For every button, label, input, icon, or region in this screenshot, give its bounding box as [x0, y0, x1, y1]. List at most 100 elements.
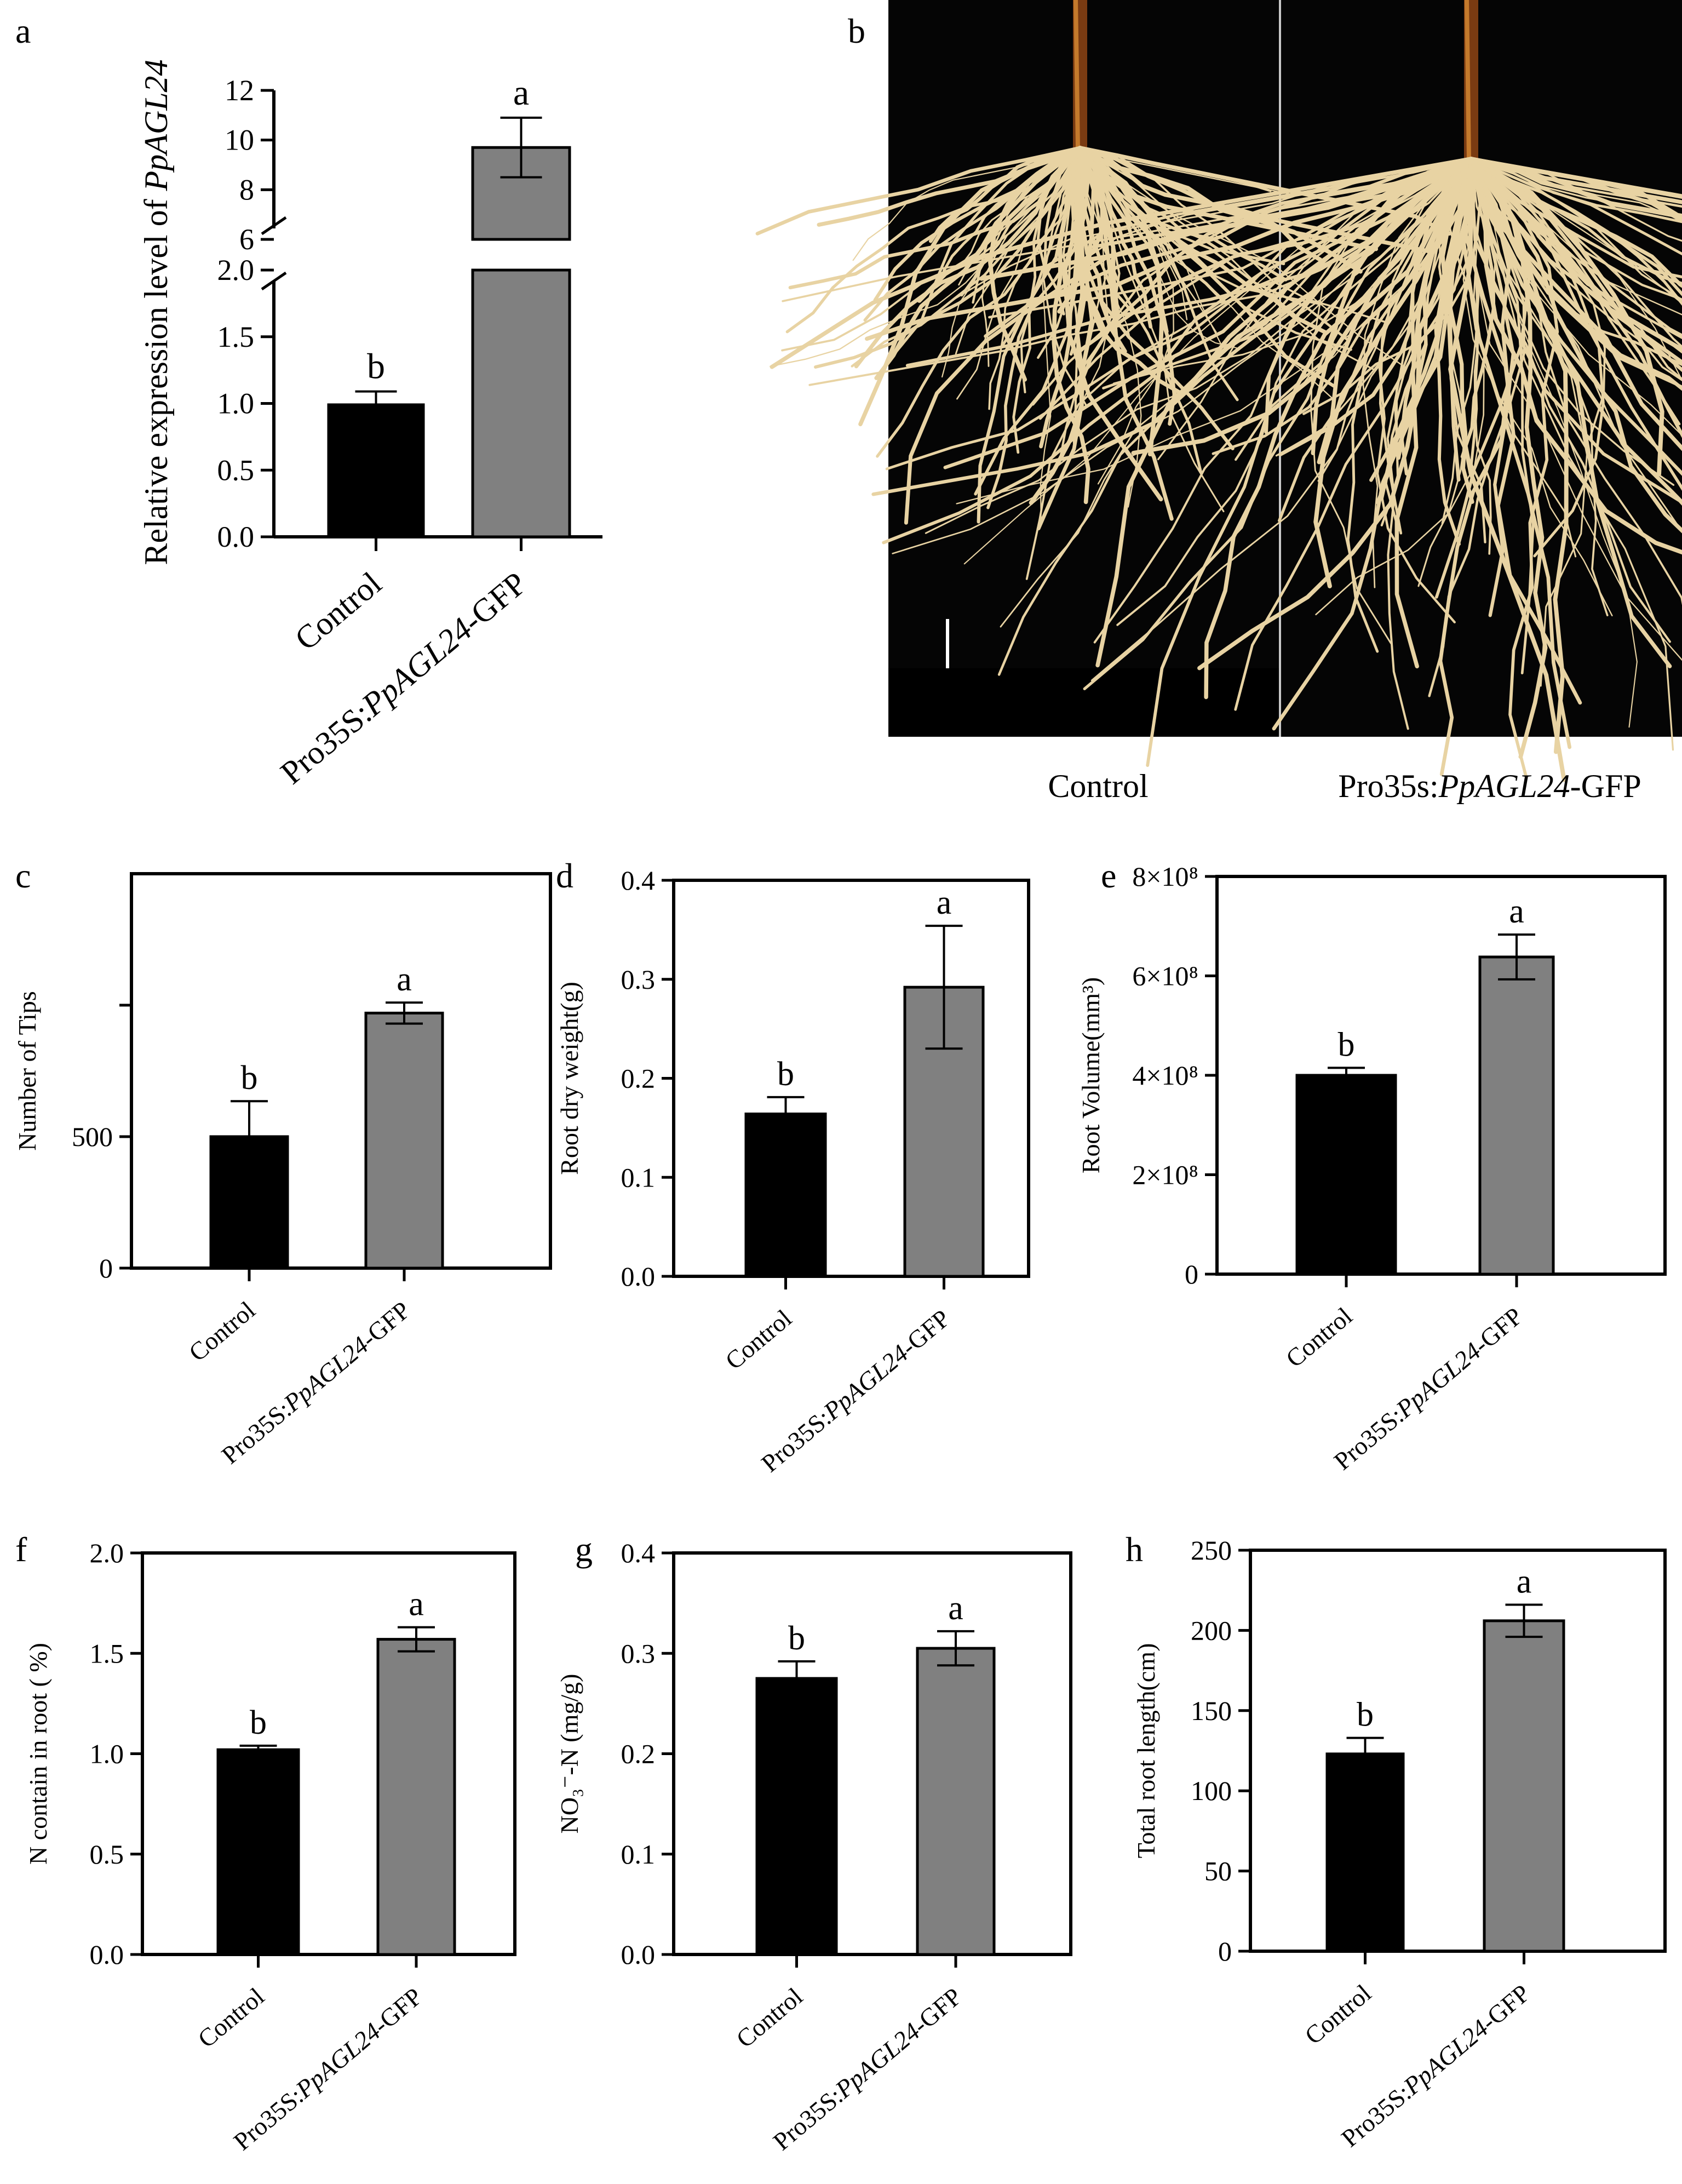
root-strand — [925, 158, 1472, 534]
axis-break-mark — [261, 271, 287, 291]
root-strand — [1076, 157, 1473, 354]
significance-letter: a — [513, 73, 529, 113]
y-tick-label: 0 — [1185, 1259, 1198, 1289]
root-strand — [1059, 147, 1121, 461]
y-tick-label: 0.3 — [621, 964, 656, 995]
y-tick-label: 6×10⁸ — [1132, 961, 1198, 991]
x-tick-label-1: Control — [183, 1296, 260, 1367]
root-strand — [1113, 158, 1472, 385]
y-axis-label: Total root length(cm) — [1132, 1643, 1160, 1859]
root-strand — [1469, 157, 1682, 279]
root-strand — [1469, 157, 1515, 617]
root-strand — [1069, 146, 1094, 356]
panel-f: f 0.0 0.5 1.0 1.5 2.0 N contain in root ( %) b C… — [15, 1530, 516, 2156]
root-strand — [1375, 158, 1477, 505]
panel-letter-g: g — [575, 1530, 593, 1569]
root-strand — [1078, 146, 1285, 266]
root-strand — [1078, 146, 1176, 426]
root-strand — [1470, 158, 1682, 305]
root-strand — [1311, 157, 1473, 455]
significance-letter: b — [1338, 1026, 1355, 1063]
root-strand — [882, 157, 1473, 544]
root-strand — [1131, 157, 1473, 455]
x-tick-label-2: Pro35S:PpAGL24-GFP — [1329, 1302, 1528, 1476]
significance-letter: a — [948, 1590, 963, 1627]
x-tick-label-1: Control — [288, 565, 388, 657]
y-tick-label: 1.5 — [217, 320, 255, 353]
plot-frame — [141, 1551, 516, 1956]
significance-letter: b — [788, 1620, 805, 1657]
bar-1 — [327, 403, 425, 538]
panel-letter-b: b — [848, 12, 865, 50]
photo-floor — [888, 668, 1279, 737]
root-strand — [1470, 158, 1682, 661]
root-strand — [1469, 157, 1671, 643]
root-strand — [1059, 158, 1472, 277]
root-strand — [984, 157, 1473, 338]
panel-d: d 0.0 0.1 0.2 0.3 0.4 Root dry weight(g) b Contr… — [555, 856, 1030, 1477]
root-strand — [1469, 157, 1682, 555]
y-tick-label: 2.0 — [217, 254, 255, 286]
y-tick-label: 12 — [225, 74, 254, 107]
panel-b: b Control Pro35s:PpAGL24-GFP — [755, 0, 1682, 804]
root-strand — [1396, 157, 1473, 460]
bar-2 — [1483, 1619, 1565, 1953]
significance-letter: a — [1509, 893, 1524, 930]
root-strand — [851, 146, 1082, 368]
significance-letter: a — [397, 961, 412, 998]
root-strand — [974, 146, 1086, 496]
root-strand — [928, 146, 1082, 243]
root-strand — [1234, 157, 1473, 711]
bar-2 — [376, 1638, 456, 1956]
y-tick-label: 0.0 — [217, 520, 255, 553]
root-strand — [1278, 158, 1472, 429]
bar-1 — [209, 1135, 289, 1270]
x-tick-label-1: Control — [731, 1982, 807, 2053]
y-tick-label: 0.5 — [217, 454, 255, 486]
x-tick-label-1: Control — [1299, 1979, 1376, 2050]
root-strand — [770, 147, 1081, 367]
bar-1 — [755, 1677, 838, 1956]
y-tick-label: 250 — [1191, 1535, 1232, 1566]
root-strand — [1470, 158, 1682, 381]
y-axis-label: N contain in root ( %) — [24, 1643, 52, 1865]
root-strand — [1469, 157, 1682, 337]
y-tick-label: 50 — [1204, 1856, 1232, 1887]
root-strand — [1469, 157, 1682, 256]
root-strand — [1434, 157, 1473, 546]
y-axis-label: Root Volume(mm³) — [1077, 977, 1105, 1173]
root-strand — [905, 157, 1473, 368]
significance-letter: a — [937, 884, 952, 921]
root-strand — [1449, 158, 1492, 555]
y-tick-label: 0.2 — [621, 1739, 656, 1769]
root-strand — [1441, 158, 1482, 524]
root-strand — [1083, 157, 1473, 691]
panel-letter-c: c — [15, 856, 31, 895]
root-strand — [1469, 157, 1682, 389]
significance-letter: b — [250, 1704, 267, 1741]
panel-letter-e: e — [1101, 856, 1116, 895]
y-tick-label: 0.2 — [621, 1063, 656, 1094]
panel-letter-d: d — [556, 856, 573, 895]
root-strand — [1470, 158, 1682, 437]
root-strand — [1470, 158, 1682, 216]
y-axis-label: NO₃⁻-N (mg/g) — [555, 1674, 583, 1834]
root-strand — [943, 157, 1473, 469]
root-strand — [1470, 158, 1682, 199]
y-tick-label: 1.0 — [217, 387, 255, 420]
root-strand — [1470, 158, 1682, 316]
root-strand — [1469, 157, 1682, 438]
y-tick-label: 1.0 — [90, 1739, 124, 1769]
root-strand — [1079, 147, 1386, 323]
panel-a: a 0.0 0.5 1.0 1.5 2.06 8 10 12 Relative expressi… — [15, 12, 602, 791]
bar-2-lower — [471, 268, 571, 538]
bar-1 — [1295, 1074, 1397, 1276]
root-strand — [1469, 157, 1605, 558]
bar-1 — [744, 1113, 827, 1278]
transgenic-root-system — [770, 0, 1682, 782]
panel-letter-h: h — [1126, 1530, 1143, 1569]
y-tick-label: 0.4 — [621, 865, 656, 896]
y-tick-label: 2.0 — [90, 1538, 124, 1568]
